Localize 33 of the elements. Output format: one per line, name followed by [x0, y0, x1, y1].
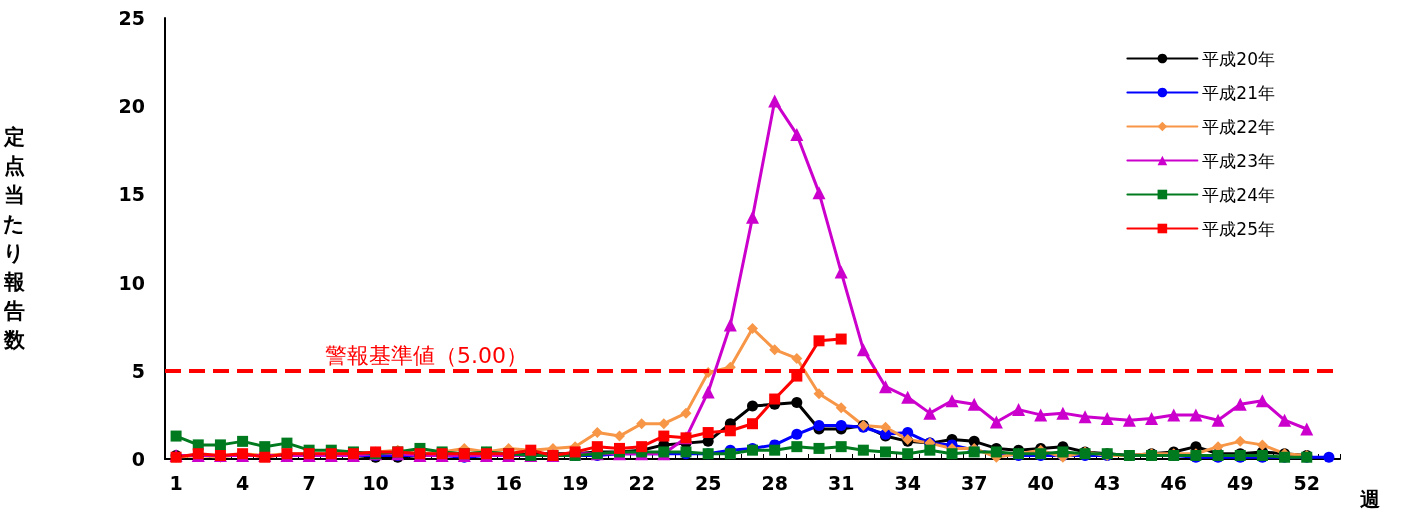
y-tick-label: 10 — [118, 271, 145, 294]
x-tick-label: 37 — [960, 471, 988, 494]
x-tick-label: 22 — [628, 471, 655, 494]
x-axis-title: 週 — [1359, 487, 1380, 509]
x-tick-label: 4 — [235, 471, 250, 494]
legend-label: 平成20年 — [1202, 48, 1276, 69]
x-tick-label: 19 — [561, 471, 589, 494]
x-tick-label: 46 — [1160, 471, 1187, 494]
legend-label: 平成22年 — [1202, 116, 1276, 137]
x-tick-label: 52 — [1293, 471, 1320, 494]
x-tick-label: 43 — [1093, 471, 1121, 494]
x-tick-label: 28 — [761, 471, 788, 494]
x-tick-label: 16 — [495, 471, 522, 494]
y-tick-label: 20 — [118, 95, 145, 118]
legend-label: 平成23年 — [1202, 150, 1276, 171]
x-tick-label: 10 — [362, 471, 389, 494]
x-tick-label: 31 — [827, 471, 855, 494]
x-tick-label: 7 — [302, 471, 316, 494]
x-tick-label: 34 — [894, 471, 921, 494]
legend-label: 平成21年 — [1202, 82, 1276, 103]
x-tick-label: 1 — [169, 471, 183, 494]
x-tick-label: 25 — [694, 471, 722, 494]
x-tick-label: 40 — [1027, 471, 1054, 494]
ref-line-label: 警報基準値（5.00） — [325, 343, 528, 369]
x-tick-label: 13 — [428, 471, 456, 494]
y-tick-label: 0 — [131, 448, 145, 470]
y-tick-label: 25 — [118, 7, 145, 29]
legend-label: 平成24年 — [1202, 184, 1276, 205]
legend-label: 平成25年 — [1202, 218, 1276, 239]
y-tick-label: 15 — [118, 183, 145, 206]
y-tick-label: 5 — [131, 359, 145, 382]
x-tick-label: 49 — [1227, 471, 1254, 494]
y-axis-title: 定点当たり報告数 — [3, 125, 26, 352]
